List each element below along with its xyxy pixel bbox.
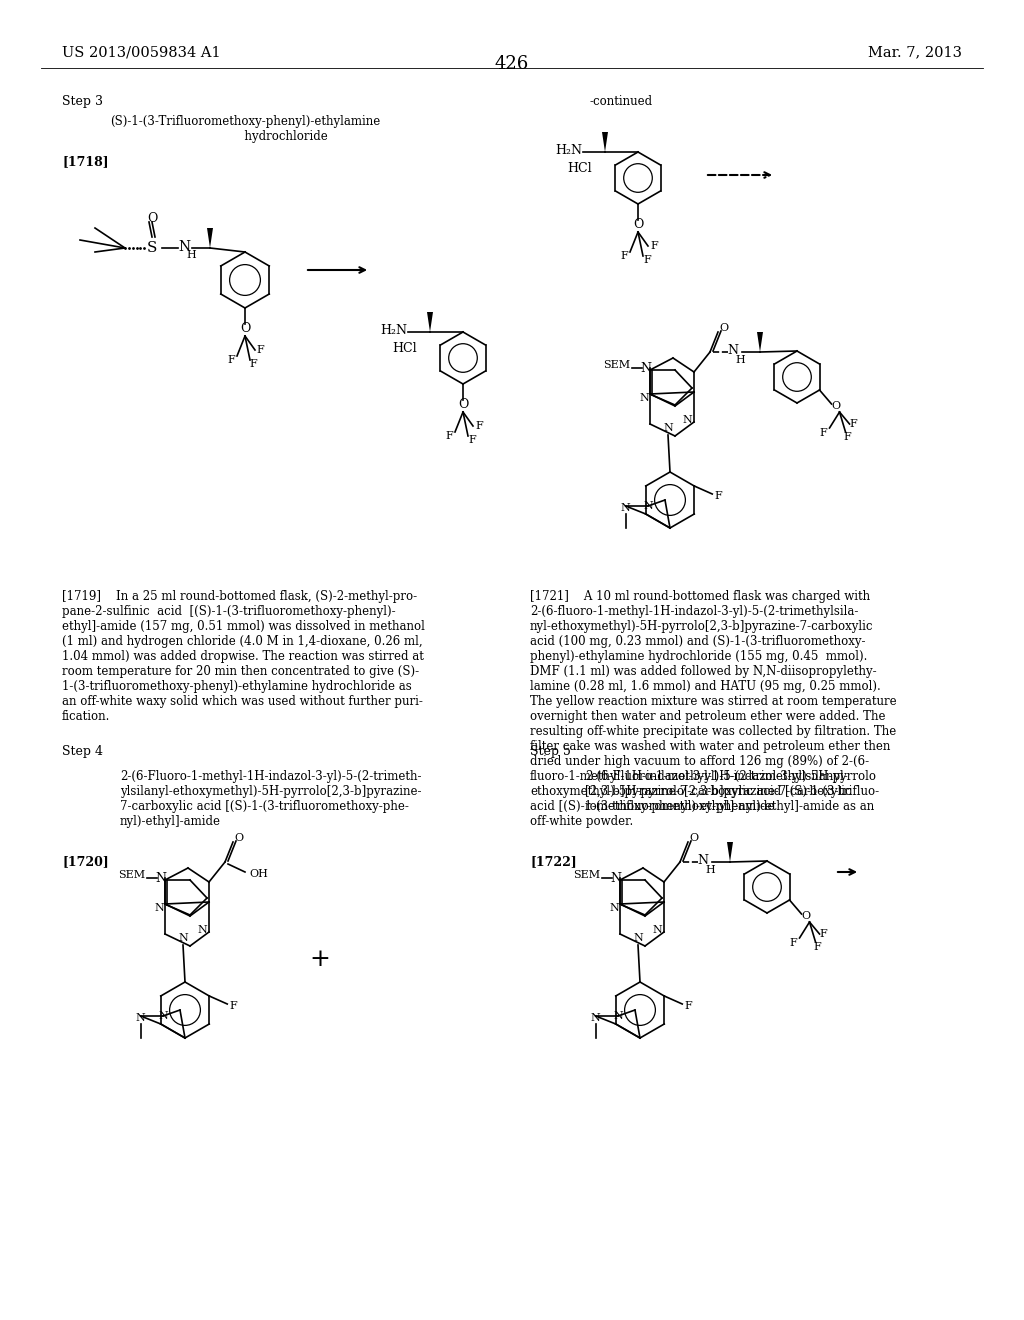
Text: S: S xyxy=(146,242,158,255)
Text: N: N xyxy=(198,925,207,935)
Text: HCl: HCl xyxy=(567,161,592,174)
Text: -continued: -continued xyxy=(590,95,653,108)
Text: US 2013/0059834 A1: US 2013/0059834 A1 xyxy=(62,45,220,59)
Text: F: F xyxy=(468,436,476,445)
Text: O: O xyxy=(458,397,468,411)
Text: OH: OH xyxy=(249,869,268,879)
Text: N: N xyxy=(609,903,618,913)
Text: F: F xyxy=(256,345,264,355)
Polygon shape xyxy=(207,228,213,248)
Text: O: O xyxy=(234,833,244,843)
Text: N: N xyxy=(591,1012,601,1023)
Text: SEM: SEM xyxy=(572,870,600,880)
Text: N: N xyxy=(178,933,187,942)
Text: Mar. 7, 2013: Mar. 7, 2013 xyxy=(868,45,962,59)
Text: 2-(6-Fluoro-1-methyl-1H-indazol-3-yl)-5H-pyrrolo
[2,3-b]pyrazine-7-carboxylic ac: 2-(6-Fluoro-1-methyl-1H-indazol-3-yl)-5H… xyxy=(585,770,880,813)
Text: Step 4: Step 4 xyxy=(62,744,103,758)
Text: (S)-1-(3-Trifluoromethoxy-phenyl)-ethylamine
                      hydrochloride: (S)-1-(3-Trifluoromethoxy-phenyl)-ethyla… xyxy=(110,115,380,143)
Text: N: N xyxy=(682,414,692,425)
Text: N: N xyxy=(639,393,649,403)
Text: HCl: HCl xyxy=(392,342,417,355)
Text: O: O xyxy=(830,401,840,411)
Text: N: N xyxy=(155,903,164,913)
Text: Step 3: Step 3 xyxy=(62,95,103,108)
Text: F: F xyxy=(844,432,851,442)
Text: H: H xyxy=(735,355,744,366)
Text: [1719]    In a 25 ml round-bottomed flask, (S)-2-methyl-pro-
pane-2-sulfinic  ac: [1719] In a 25 ml round-bottomed flask, … xyxy=(62,590,425,723)
Text: H₂N: H₂N xyxy=(555,144,582,157)
Text: F: F xyxy=(249,359,257,370)
Text: N: N xyxy=(156,871,167,884)
Text: [1721]    A 10 ml round-bottomed flask was charged with
2-(6-fluoro-1-methyl-1H-: [1721] A 10 ml round-bottomed flask was … xyxy=(530,590,897,828)
Text: F: F xyxy=(650,242,657,251)
Text: O: O xyxy=(240,322,250,334)
Text: F: F xyxy=(814,942,821,952)
Text: F: F xyxy=(790,939,798,948)
Text: O: O xyxy=(801,911,810,921)
Text: SEM: SEM xyxy=(603,360,630,370)
Text: 2-(6-Fluoro-1-methyl-1H-indazol-3-yl)-5-(2-trimeth-
ylsilanyl-ethoxymethyl)-5H-p: 2-(6-Fluoro-1-methyl-1H-indazol-3-yl)-5-… xyxy=(120,770,422,828)
Text: O: O xyxy=(633,218,643,231)
Text: F: F xyxy=(229,1001,238,1011)
Polygon shape xyxy=(727,842,733,862)
Text: [1718]: [1718] xyxy=(62,154,109,168)
Text: N: N xyxy=(136,1012,145,1023)
Text: N: N xyxy=(633,933,643,942)
Text: F: F xyxy=(819,428,827,438)
Text: N: N xyxy=(621,503,631,513)
Text: O: O xyxy=(720,323,728,333)
Text: H: H xyxy=(186,249,196,260)
Text: H₂N: H₂N xyxy=(380,323,407,337)
Text: +: + xyxy=(309,949,331,972)
Text: O: O xyxy=(689,833,698,843)
Text: F: F xyxy=(715,491,722,502)
Text: N: N xyxy=(178,240,190,253)
Polygon shape xyxy=(427,312,433,333)
Text: F: F xyxy=(227,355,234,366)
Text: Step 5: Step 5 xyxy=(530,744,570,758)
Text: F: F xyxy=(445,432,453,441)
Text: F: F xyxy=(621,251,628,261)
Text: N: N xyxy=(640,362,651,375)
Text: N: N xyxy=(652,925,662,935)
Text: SEM: SEM xyxy=(118,870,145,880)
Text: N: N xyxy=(158,1011,168,1020)
Text: H: H xyxy=(706,865,715,875)
Text: F: F xyxy=(850,418,857,429)
Text: 426: 426 xyxy=(495,55,529,73)
Text: N: N xyxy=(727,343,738,356)
Text: N: N xyxy=(613,1011,623,1020)
Text: N: N xyxy=(610,871,622,884)
Text: [1722]: [1722] xyxy=(530,855,577,869)
Text: N: N xyxy=(643,502,653,511)
Text: F: F xyxy=(684,1001,692,1011)
Text: F: F xyxy=(475,421,483,432)
Text: N: N xyxy=(664,422,673,433)
Text: N: N xyxy=(697,854,709,866)
Text: O: O xyxy=(146,211,158,224)
Text: F: F xyxy=(643,255,651,265)
Polygon shape xyxy=(602,132,608,152)
Text: F: F xyxy=(819,929,827,939)
Polygon shape xyxy=(757,333,763,352)
Text: [1720]: [1720] xyxy=(62,855,109,869)
